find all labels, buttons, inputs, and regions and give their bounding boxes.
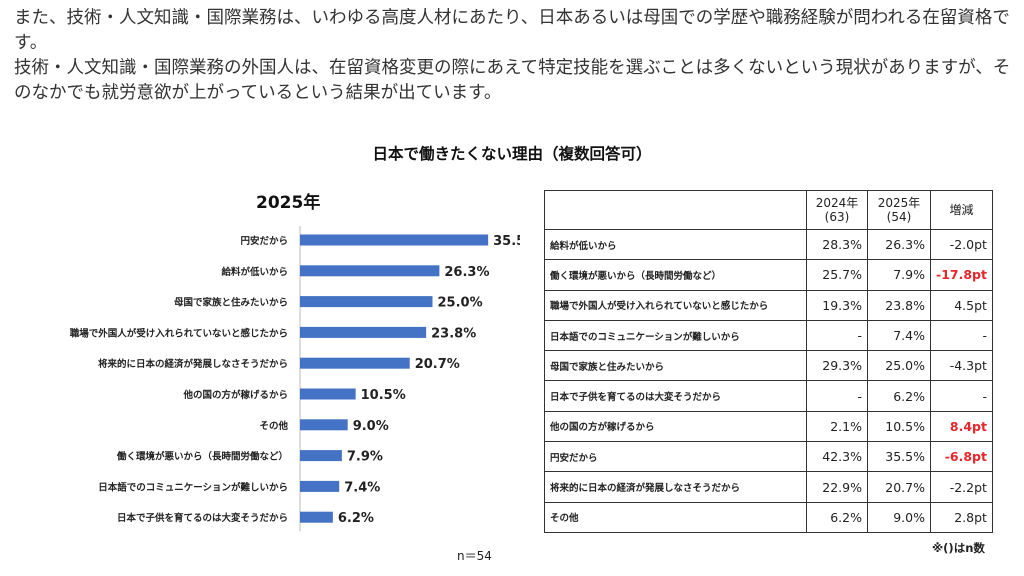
table-row: 日本語でのコミュニケーションが難しいから -7.4% - (544, 319, 993, 352)
table-cell-2025: 23.8% (867, 289, 931, 321)
bar-value-label: 7.9% (347, 450, 383, 465)
table-cell-2025: 25.0% (867, 350, 931, 382)
comparison-table-wrap: 2024年 (63) 2025年 (54) 増減 給料が低いから 28.3% 26.3%… (544, 190, 993, 533)
intro-paragraph-1: また、技術・人文知識・国際業務は、いわゆる高度人材にあたり、日本あるいは母国での… (14, 8, 1010, 53)
bar (300, 357, 410, 369)
table-row: 将来的に日本の経済が発展しなさそうだから 22.9% 20.7% -2.2pt (544, 471, 993, 503)
sample-size-note: n＝54 (457, 549, 492, 563)
bar-value-label: 20.7% (415, 357, 460, 372)
table-row: 他の国の方が稼げるから 2.1% 10.5% 8.4pt (544, 410, 993, 443)
table-row: 職場で外国人が受け入れられていないと感じたから 19.3% 23.8% 4.5pt (544, 289, 993, 321)
bar-category-label: 日本で子供を育てるのは大変そうだから (117, 512, 288, 524)
bar (300, 419, 348, 431)
comparison-table: 2024年 (63) 2025年 (54) 増減 給料が低いから 28.3% 26.3%… (544, 190, 993, 533)
table-cell-reason: 将来的に日本の経済が発展しなさそうだから (544, 471, 807, 503)
bar-value-label: 23.8% (431, 326, 476, 341)
intro-paragraph-2: 技術・人文知識・国際業務の外国人は、在留資格変更の際にあえて特定技能を選ぶことは… (14, 58, 1011, 103)
bar-category-label: その他 (259, 420, 288, 432)
header-diff: 増減 (930, 190, 993, 230)
bar-value-label: 10.5% (361, 388, 406, 403)
bar-value-label: 6.2% (338, 511, 374, 526)
bar-value-label: 26.3% (444, 265, 489, 280)
table-cell-2025: 20.7% (867, 471, 931, 503)
bar (300, 388, 356, 400)
table-row: その他 6.2% 9.0% 2.8pt (544, 501, 993, 533)
table-cell-diff: 4.5pt (930, 289, 993, 321)
table-cell-diff: -4.3pt (930, 350, 993, 382)
table-cell-diff: - (930, 380, 993, 412)
bar (300, 296, 433, 308)
bar-category-label: 給料が低いから (221, 266, 288, 278)
table-row: 働く環境が悪いから（長時間労働など） 25.7% 7.9% -17.8pt (544, 259, 993, 291)
header-2025: 2025年 (54) (867, 190, 931, 230)
bar-category-label: 他の国の方が稼げるから (182, 389, 288, 401)
table-cell-reason: 給料が低いから (544, 228, 807, 261)
table-cell-2025: 35.5% (867, 441, 931, 473)
table-cell-reason: 円安だから (544, 441, 807, 473)
table-cell-2024: 22.9% (806, 471, 868, 503)
bar-value-label: 35.5% (493, 234, 520, 249)
chart-title: 日本で働きたくない理由（複数回答可） (372, 145, 652, 163)
bar-value-label: 9.0% (353, 419, 389, 434)
header-reason (544, 190, 807, 230)
table-cell-2024: - (806, 319, 868, 352)
table-cell-reason: 職場で外国人が受け入れられていないと感じたから (544, 289, 807, 321)
table-cell-reason: 他の国の方が稼げるから (544, 410, 807, 443)
table-header-row: 2024年 (63) 2025年 (54) 増減 (544, 190, 993, 230)
table-footnote: ※()はn数 (932, 541, 985, 555)
header-2024: 2024年 (63) (806, 190, 868, 230)
table-cell-reason: 日本語でのコミュニケーションが難しいから (544, 319, 807, 352)
table-cell-reason: その他 (544, 501, 807, 533)
bar (300, 450, 342, 462)
bar-category-label: 職場で外国人が受け入れられていないと感じたから (70, 327, 288, 339)
table-cell-2024: 6.2% (806, 501, 868, 533)
bar (300, 234, 489, 246)
bar-category-label: 母国で家族と住みたいから (174, 297, 288, 309)
table-cell-diff: 8.4pt (930, 410, 993, 443)
table-row: 日本で子供を育てるのは大変そうだから -6.2% - (544, 380, 993, 412)
table-cell-2025: 6.2% (867, 380, 931, 412)
table-cell-2024: 19.3% (806, 289, 868, 321)
table-cell-2025: 26.3% (867, 228, 931, 261)
table-cell-diff: - (930, 319, 993, 352)
table-cell-reason: 働く環境が悪いから（長時間労働など） (544, 259, 807, 291)
table-cell-diff: 2.8pt (930, 501, 993, 533)
bar-category-label: 働く環境が悪いから（長時間労働など） (116, 451, 288, 463)
table-cell-2024: 29.3% (806, 350, 868, 382)
bar-value-label: 25.0% (438, 296, 483, 311)
bar-value-label: 7.4% (344, 480, 380, 495)
table-cell-diff: -2.0pt (930, 228, 993, 261)
bar (300, 480, 340, 492)
table-cell-reason: 母国で家族と住みたいから (544, 350, 807, 382)
bar-category-label: 将来的に日本の経済が発展しなさそうだから (98, 358, 288, 370)
table-cell-2025: 9.0% (867, 501, 931, 533)
table-cell-diff: -6.8pt (930, 441, 993, 473)
bar (300, 326, 427, 338)
bar (300, 265, 440, 277)
intro-text: また、技術・人文知識・国際業務は、いわゆる高度人材にあたり、日本あるいは母国での… (14, 6, 1014, 106)
table-cell-2025: 7.9% (867, 259, 931, 291)
table-cell-reason: 日本で子供を育てるのは大変そうだから (544, 380, 807, 412)
table-row: 給料が低いから 28.3% 26.3% -2.0pt (544, 228, 993, 261)
table-cell-2024: 2.1% (806, 410, 868, 443)
table-row: 円安だから 42.3% 35.5% -6.8pt (544, 441, 993, 473)
table-cell-diff: -2.2pt (930, 471, 993, 503)
bar (300, 511, 333, 523)
table-cell-2024: 25.7% (806, 259, 868, 291)
table-cell-diff: -17.8pt (930, 259, 993, 291)
table-row: 母国で家族と住みたいから 29.3% 25.0% -4.3pt (544, 350, 993, 382)
table-cell-2024: 28.3% (806, 228, 868, 261)
bar-chart-title: 2025年 (256, 192, 320, 213)
table-cell-2024: 42.3% (806, 441, 868, 473)
table-cell-2025: 7.4% (867, 319, 931, 352)
table-cell-2025: 10.5% (867, 410, 931, 443)
table-cell-2024: - (806, 380, 868, 412)
bar-category-label: 日本語でのコミュニケーションが難しいから (98, 481, 288, 493)
bar-category-label: 円安だから (240, 235, 288, 247)
